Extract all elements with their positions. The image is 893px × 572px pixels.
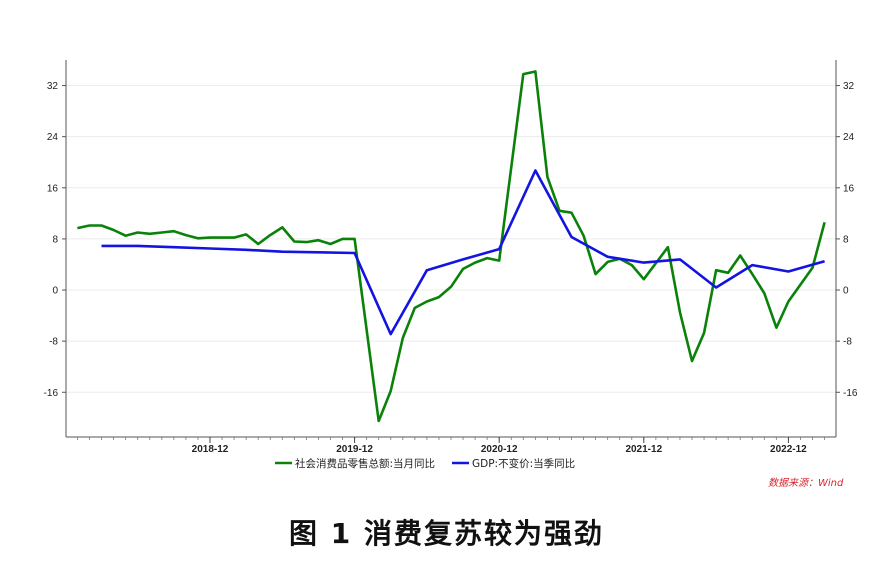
legend-label-1: 社会消费品零售总额:当月同比 (295, 457, 435, 470)
x-tick-label: 2018-12 (192, 444, 229, 455)
y-tick-label-left: 24 (47, 132, 59, 143)
x-tick-label: 2021-12 (625, 444, 662, 455)
y-tick-label-left: 16 (47, 183, 59, 194)
y-tick-label-left: 0 (52, 286, 58, 297)
y-tick-label-right: 16 (843, 183, 855, 194)
y-tick-label-left: -8 (49, 337, 58, 348)
y-tick-label-left: 32 (47, 81, 59, 92)
x-tick-label: 2020-12 (481, 444, 518, 455)
gridlines (66, 85, 836, 393)
series-line-1 (77, 70, 826, 423)
y-axis-left: -16 -8 0 8 16 24 32 (44, 81, 66, 399)
line-chart: -16 -8 0 8 16 24 32 -16 -8 0 8 16 24 32 2018-12 2019-… (44, 60, 858, 470)
legend-label-2: GDP:不变价:当季同比 (472, 457, 575, 470)
y-tick-label-left: 8 (52, 234, 58, 245)
y-tick-label-right: -8 (843, 337, 852, 348)
figure-caption: 图 1 消费复苏较为强劲 (289, 517, 604, 550)
x-tick-label: 2022-12 (770, 444, 807, 455)
y-axis-right: -16 -8 0 8 16 24 32 (836, 81, 858, 399)
y-tick-label-right: 32 (843, 81, 855, 92)
legend: 社会消费品零售总额:当月同比 GDP:不变价:当季同比 (275, 457, 575, 470)
series-line-2 (101, 169, 825, 336)
source-note: 数据来源：Wind (768, 478, 844, 489)
x-axis: 2018-12 2019-12 2020-12 2021-12 2022-12 (77, 437, 825, 455)
y-tick-label-right: 8 (843, 234, 849, 245)
y-tick-label-right: 24 (843, 132, 855, 143)
y-tick-label-right: -16 (843, 388, 858, 399)
y-tick-label-left: -16 (44, 388, 59, 399)
series-lines (77, 70, 826, 423)
x-tick-label: 2019-12 (336, 444, 373, 455)
y-tick-label-right: 0 (843, 286, 849, 297)
